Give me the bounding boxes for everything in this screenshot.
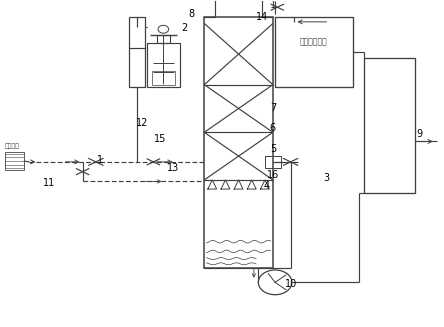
Text: 1: 1 [97, 155, 103, 165]
Bar [5, 152, 24, 170]
Text: 15: 15 [154, 134, 166, 144]
Text: 16: 16 [267, 170, 279, 180]
Text: 6: 6 [270, 123, 276, 133]
Bar [265, 156, 281, 168]
Bar [147, 43, 180, 87]
Bar [129, 17, 145, 87]
Text: 反冲洗调节池: 反冲洗调节池 [300, 37, 328, 46]
Text: 12: 12 [136, 118, 148, 128]
Text: 5: 5 [270, 144, 276, 154]
Text: 8: 8 [188, 9, 194, 19]
Bar [157, 35, 170, 43]
Text: 7: 7 [270, 103, 276, 113]
Bar [364, 58, 415, 193]
Text: 2: 2 [181, 23, 187, 33]
Bar [204, 17, 273, 268]
Text: 3: 3 [323, 173, 329, 183]
Text: 11: 11 [43, 178, 56, 188]
Text: 供水干管: 供水干管 [4, 144, 19, 149]
Bar [152, 71, 175, 85]
Text: 13: 13 [167, 164, 179, 173]
Text: 14: 14 [256, 12, 268, 22]
Text: 10: 10 [285, 279, 297, 289]
Bar [275, 17, 353, 87]
Text: 4: 4 [263, 181, 270, 191]
Text: 9: 9 [416, 129, 422, 139]
